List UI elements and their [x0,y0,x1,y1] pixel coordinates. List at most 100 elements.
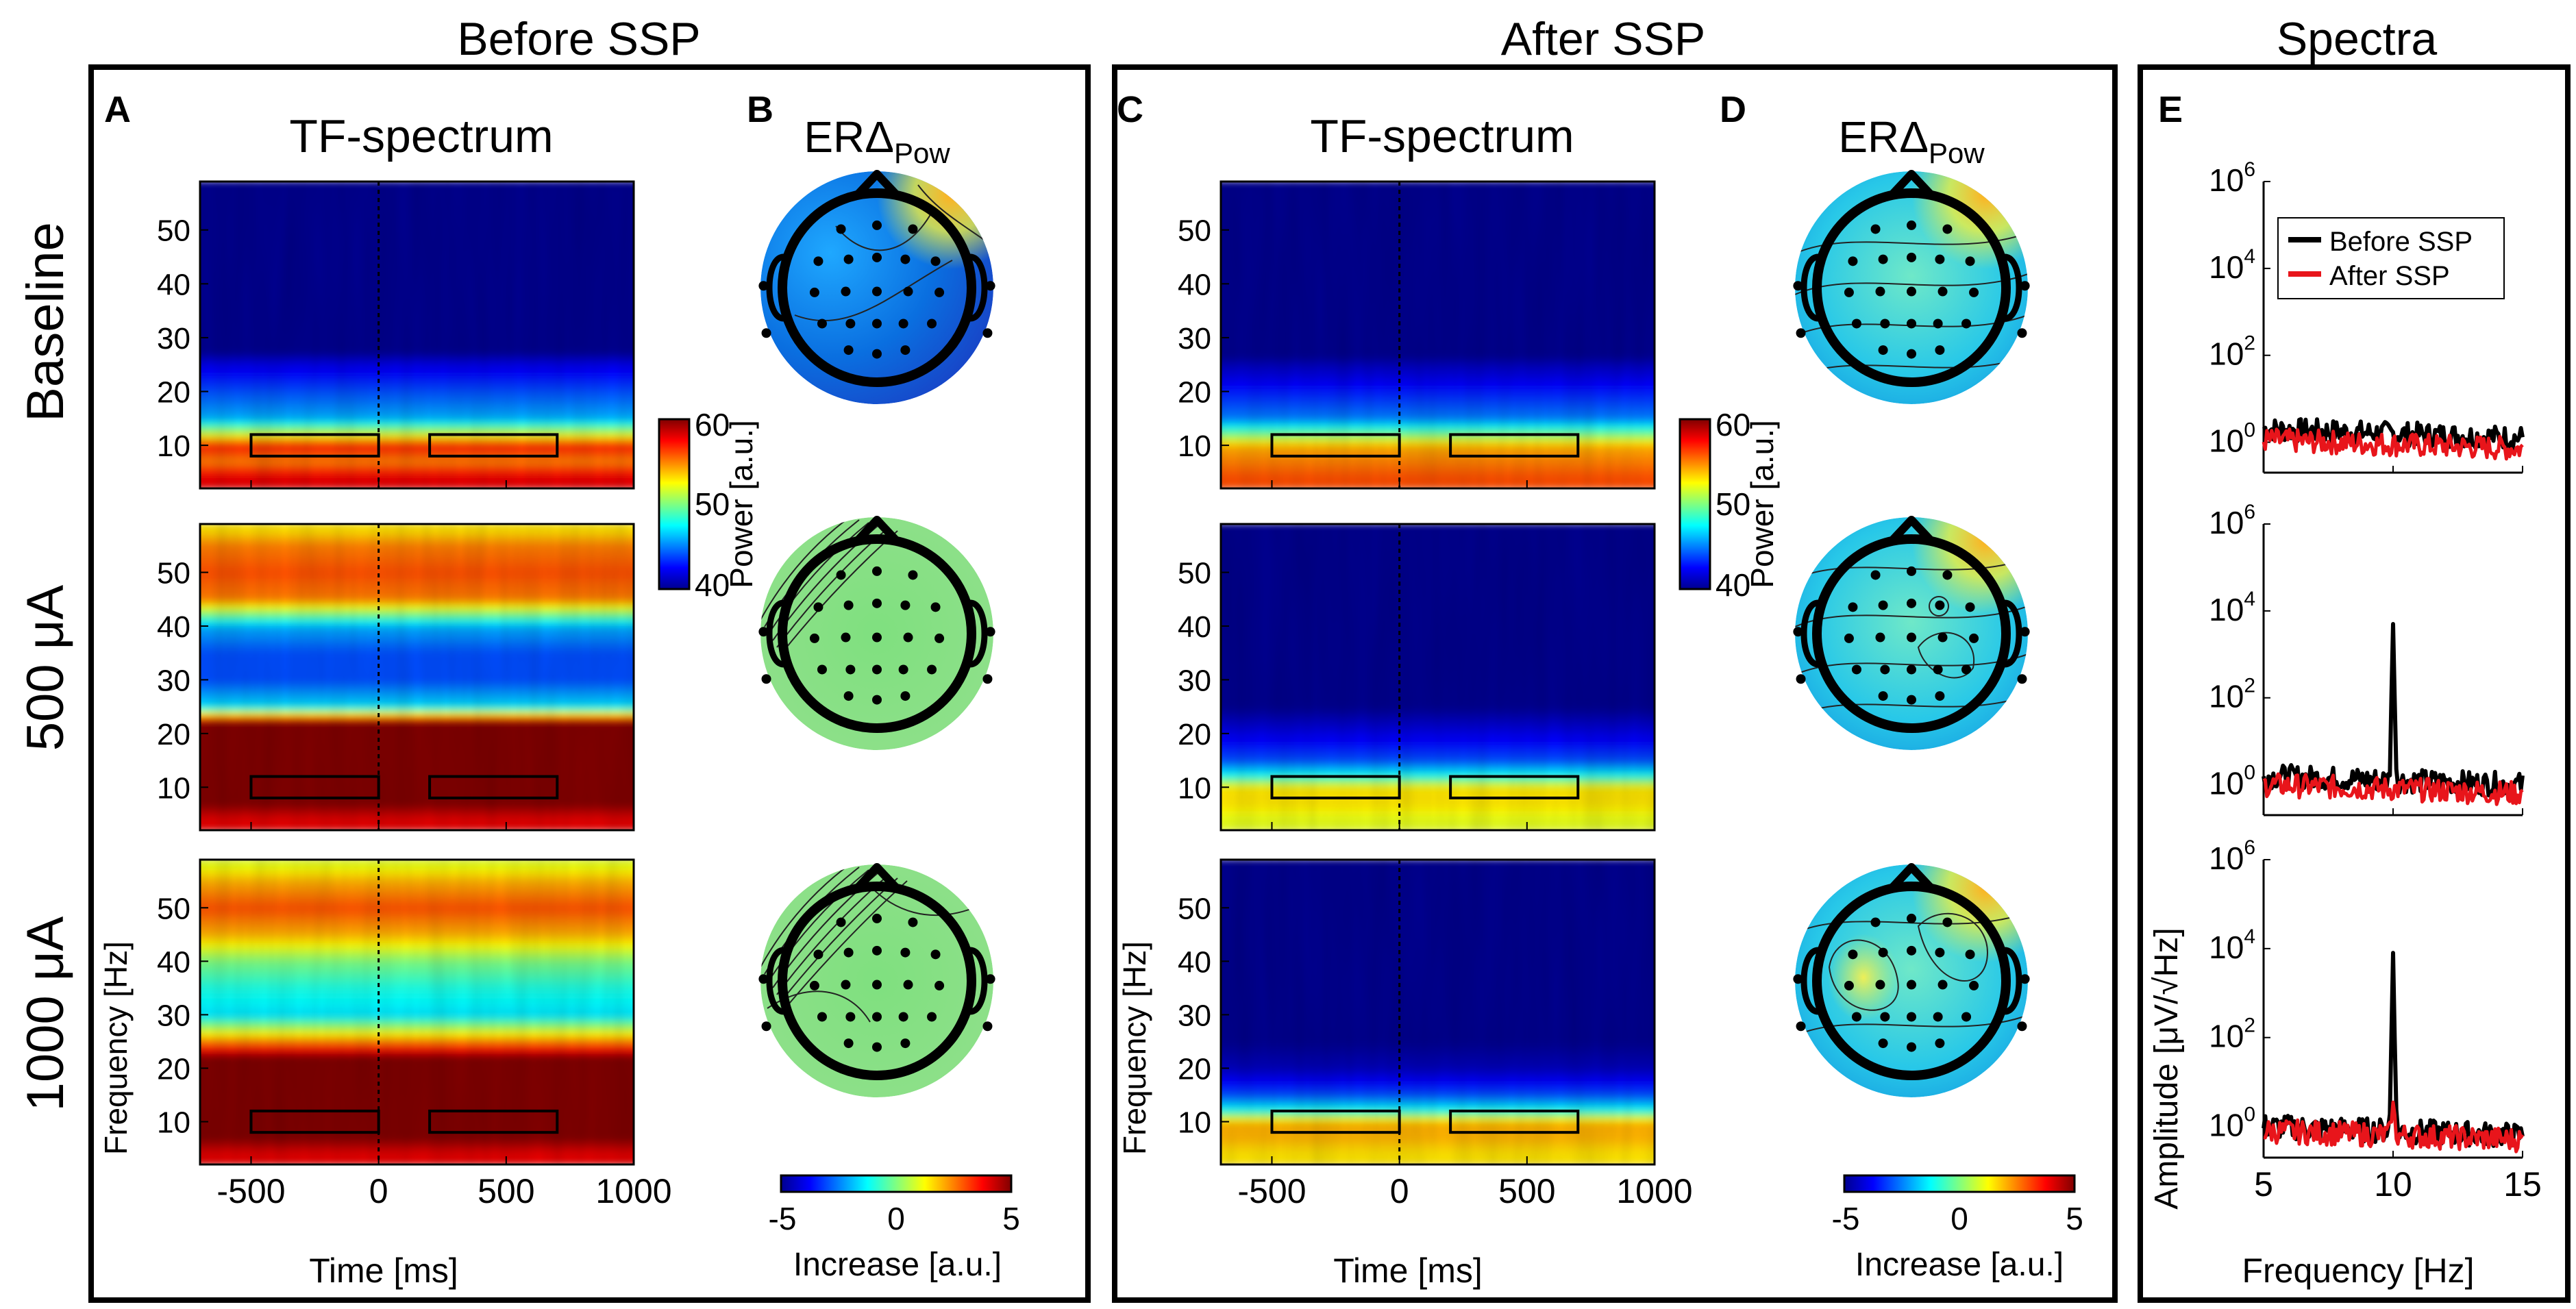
electrode-dot [809,287,819,297]
y-tick-label: 106 [2209,836,2255,876]
electrode-dot [2017,674,2027,684]
tick-base: 10 [2209,766,2244,801]
electrode-dot [761,328,771,338]
x-tick-label: 1000 [1616,1172,1692,1210]
nose-marker [1887,863,1935,893]
electrode-dot [809,980,819,990]
electrode-dot [930,949,941,960]
nose-marker [853,863,901,893]
analysis-window-box [1449,775,1580,799]
tick-exponent: 4 [2244,245,2255,268]
analysis-window-box [249,775,380,799]
head-outline [778,534,976,733]
electrode-dot [2020,627,2030,637]
electrode-dot [1875,286,1885,297]
after-ssp-line [2262,772,2524,806]
tf-axes-frame [199,180,635,490]
y-tick-label: 100 [2209,1104,2255,1143]
power-colorbar-after: 60 50 40 Power [a.u.] [1679,407,1780,603]
tf-ylabel-after: Frequency [Hz] [1117,941,1152,1155]
tf-axes-frame [1219,523,1656,832]
tf-texture [200,524,634,830]
topoplot [1793,516,2030,750]
legend-label-after: After SSP [2329,261,2450,291]
electrode-dot [900,254,911,264]
tf-title-before: TF-spectrum [289,110,553,162]
electrode-dot [1961,664,1972,675]
electrode-dot [1965,256,1975,266]
tick-base: 10 [2209,930,2244,965]
electrode-dot [898,1012,908,1022]
x-tick-label: 10 [2374,1165,2412,1204]
right-ear [2003,947,2022,1015]
electrode-dot [1848,949,1858,960]
y-tick-label: 50 [1178,557,1211,590]
electrode-dot [1848,602,1858,612]
tick-exponent: 0 [2244,419,2255,442]
tf-texture [200,182,634,488]
electrode-dot [1942,917,1953,927]
electrode-dot [1907,1012,1916,1022]
electrode-dot [1961,319,1972,329]
row-label-baseline: Baseline [16,222,75,422]
tick-base: 10 [2209,679,2244,714]
y-tick-label: 50 [1178,892,1211,925]
y-tick-label: 30 [1178,664,1211,697]
electrode-dot [908,570,918,580]
electrode-dot [1935,345,1945,356]
analysis-window-box [1449,433,1580,458]
y-tick-label: 40 [157,610,190,644]
tick-exponent: 6 [2244,158,2255,181]
tick-base: 10 [2209,249,2244,285]
y-tick-label: 10 [157,771,190,805]
y-tick-label: 100 [2209,762,2255,801]
electrode-dot [836,224,846,234]
electrode-dot [1907,913,1916,923]
electrode-dot [836,917,846,927]
electrode-dot [872,319,882,329]
tick-exponent: 2 [2244,332,2255,355]
x-tick-label: 0 [1390,1172,1409,1210]
contour-line [1795,912,2028,934]
electrode-dot [900,345,911,356]
electrode-dot [898,319,908,329]
electrode-dot [903,632,913,643]
tf-ylabel-before: Frequency [Hz] [98,941,134,1155]
analysis-window-box [249,1109,380,1134]
tick-base: 10 [2209,1108,2244,1143]
erd-title-before: ERΔPow [804,112,950,169]
y-tick-label: 50 [1178,214,1211,248]
contour-line [794,260,953,322]
increase-colorbar-label: Increase [a.u.] [1855,1247,2064,1283]
erd-title-main: ERΔ [804,112,894,162]
electrode-dot [1907,220,1916,230]
power-colorbar-before: 60 50 40 Power [a.u.] [658,407,759,603]
tick-base: 10 [2209,423,2244,459]
electrode-dot [900,600,911,610]
electrode-dot [985,974,995,984]
y-tick-label: 106 [2209,501,2255,540]
y-tick-label: 20 [157,718,190,751]
electrode-dot [817,319,827,329]
electrode-dot [841,286,851,297]
electrode-dot [927,1012,937,1022]
electrode-dot [845,319,856,329]
electrode-dot [930,256,941,266]
panel-label-c: C [1117,89,1143,130]
y-tick-label: 10 [157,1106,190,1140]
tf-spectrum-after: 10 20 30 40 50 10 20 30 40 50 10 20 30 40 50 -500 0 500 10… [1178,180,1693,1210]
increase-colorbar-tick: 0 [1950,1201,1968,1236]
tf-axes-frame [1219,858,1656,1166]
tf-axes-frame [199,523,635,832]
electrode-dot [1878,1038,1888,1049]
tf-texture [1221,524,1655,830]
contour-line [780,530,898,655]
electrode-dot [758,974,769,984]
topoplot [1793,170,2030,404]
electrode-dot [872,913,882,923]
increase-colorbar-tick: 5 [2066,1201,2083,1236]
left-ear [1800,599,1820,668]
